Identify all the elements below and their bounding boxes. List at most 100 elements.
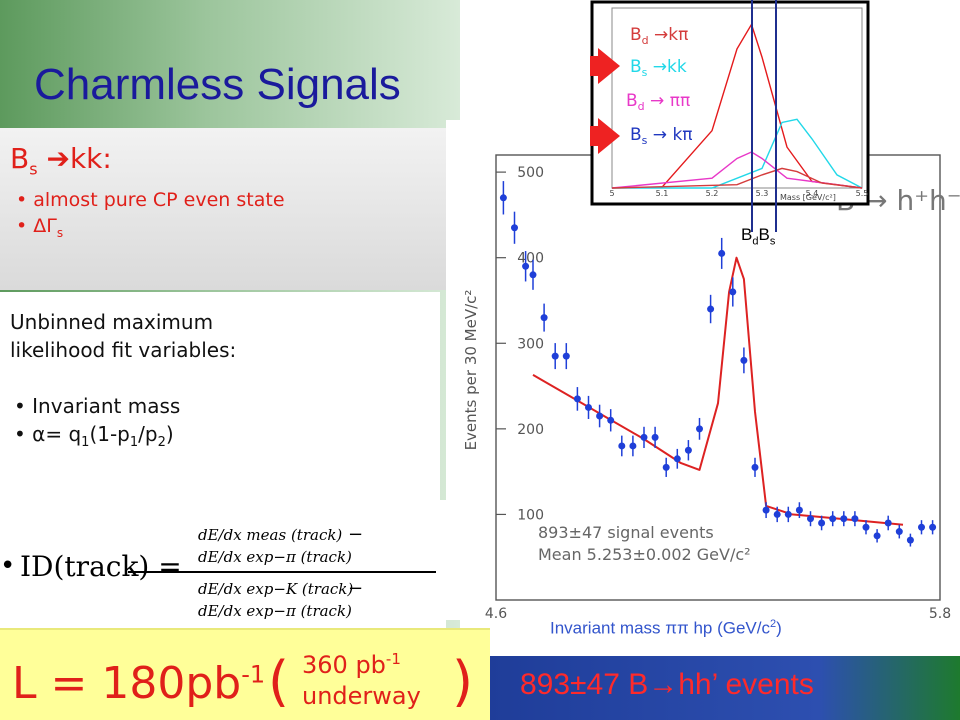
legend-bd-pipi: Bd → ππ <box>626 91 690 113</box>
data-point-19 <box>707 305 715 313</box>
legend-bs-kk: Bs →kk <box>630 57 687 79</box>
y-tick-label-4: 500 <box>517 165 544 181</box>
alpha-sub-2: 1 <box>129 435 139 450</box>
inset-curve-3 <box>611 167 863 189</box>
formula-den-a: dE/dx exp−K (track) <box>198 580 353 598</box>
data-point-15 <box>662 463 670 471</box>
alpha-mid2: /p <box>138 422 158 446</box>
inset-axes <box>611 7 863 189</box>
slide-title: Charmless Signals <box>34 60 401 109</box>
fit-intro-line-2: likelihood fit variables: <box>10 338 237 362</box>
luminosity-planned-text: 360 pb <box>302 651 386 679</box>
plot-annotation-signal: 893±47 signal events <box>538 523 714 542</box>
data-point-12 <box>629 442 637 450</box>
data-point-16 <box>673 455 681 463</box>
x-axis: 4.6 5.8 <box>485 606 951 620</box>
bd-bs-label: BdBs <box>741 225 775 247</box>
data-point-4 <box>540 314 548 322</box>
y-tick-label-3: 400 <box>517 251 544 267</box>
data-point-3 <box>529 271 537 279</box>
data-point-23 <box>751 463 759 471</box>
fit-bullet-alpha: • α= q1(1-p1/p2) <box>14 422 174 450</box>
data-point-2 <box>522 262 530 270</box>
data-point-24 <box>762 506 770 514</box>
alpha-end: ) <box>165 422 174 446</box>
bs-kk-box: Bs ➔kk: • almost pure CP even state • ΔΓ… <box>0 128 446 290</box>
data-point-38 <box>918 523 925 531</box>
formula-bullet: • <box>0 551 15 581</box>
legend-bd-kpi: Bd →kπ <box>630 25 688 47</box>
y-tick-label-1: 200 <box>517 422 544 438</box>
inset-x-tick-3: 5.3 <box>756 189 769 198</box>
bd-label-b: B <box>741 225 753 244</box>
alpha-mid: (1-p <box>89 422 130 446</box>
luminosity-close-paren: ) <box>452 650 474 713</box>
inset-frame <box>590 0 870 206</box>
data-point-20 <box>718 249 726 257</box>
inset-plot: 5 5.1 5.2 5.3 5.4 5.5 Mass [GeV/c²] Bd →kπ Bs… <box>576 0 870 206</box>
x-axis-caption-text: Invariant mass ππ hp (GeV/c <box>550 618 770 638</box>
bs-bullet-dgamma-text: ΔΓ <box>33 214 57 237</box>
luminosity-open-paren: ( <box>268 650 290 713</box>
bs-bullet-cp: • almost pure CP even state <box>16 188 285 211</box>
luminosity-planned: 360 pb-1 <box>302 650 401 679</box>
data-point-10 <box>607 416 615 424</box>
data-point-17 <box>684 446 692 454</box>
inset-x-tick-1: 5.1 <box>656 189 669 198</box>
data-point-35 <box>884 519 892 527</box>
bs-bullet-cp-text: almost pure CP even state <box>33 188 285 211</box>
luminosity-main: L = 180pb-1 <box>12 658 265 709</box>
bd-bs-markers <box>751 0 777 232</box>
data-point-29 <box>818 519 826 527</box>
legend-bs-kpi: Bs → kπ <box>630 125 693 147</box>
inset-x-tick-0: 5 <box>609 189 614 198</box>
alpha-lead: α= q <box>32 422 82 446</box>
data-point-39 <box>929 523 937 531</box>
fit-variables-box: Unbinned maximum likelihood fit variable… <box>0 292 440 500</box>
data-point-7 <box>573 395 581 403</box>
data-point-27 <box>795 506 803 514</box>
inset-x-label: Mass [GeV/c²] <box>780 193 836 202</box>
data-point-8 <box>585 403 592 411</box>
data-point-34 <box>873 532 881 540</box>
bs-bullet-dgamma-sub: s <box>56 225 64 240</box>
arrow-icon: ➔ <box>46 142 70 175</box>
data-point-32 <box>851 515 859 523</box>
bs-label-b: B <box>758 225 770 244</box>
plot-annotation-mean: Mean 5.253±0.002 GeV/c² <box>538 545 751 564</box>
data-point-31 <box>840 515 848 523</box>
inset-x-tick-4: 5.4 <box>806 189 819 198</box>
fit-spacer <box>10 364 440 392</box>
luminosity-main-text: L = 180pb <box>12 658 242 709</box>
pid-formula: • ID(track) = dE/dx meas (track) − dE/dx… <box>0 524 436 620</box>
bs-heading-sub: s <box>29 159 38 179</box>
inset-x-tick-5: 5.5 <box>856 189 869 198</box>
formula-lhs: ID(track) = <box>20 550 182 583</box>
formula-minus-top: − <box>348 524 363 545</box>
luminosity-underway: underway <box>302 682 421 710</box>
bs-kk-heading: Bs ➔kk: <box>10 142 446 187</box>
y-tick-label-0: 100 <box>517 507 544 523</box>
luminosity-box: L = 180pb-1 ( 360 pb-1 underway ) <box>0 628 490 720</box>
fit-intro-line-1: Unbinned maximum <box>10 310 214 334</box>
y-axis: 100 200 300 400 500 <box>496 165 544 523</box>
data-point-9 <box>596 412 604 420</box>
data-point-22 <box>740 356 748 364</box>
data-point-30 <box>829 515 837 523</box>
x-axis-caption-sup: 2 <box>769 618 777 630</box>
data-point-5 <box>551 352 559 360</box>
data-point-1 <box>511 224 518 232</box>
bd-label-sub: d <box>752 235 759 248</box>
inset-x-tick-2: 5.2 <box>706 189 719 198</box>
inset-x-axis: 5 5.1 5.2 5.3 5.4 5.5 <box>609 189 868 198</box>
luminosity-planned-sup: -1 <box>385 650 401 668</box>
data-point-11 <box>618 442 626 450</box>
data-point-0 <box>499 194 507 202</box>
data-point-36 <box>895 528 903 536</box>
data-point-21 <box>729 288 737 296</box>
data-point-37 <box>906 536 914 544</box>
alpha-sub-3: 2 <box>157 435 166 450</box>
data-point-14 <box>651 433 659 441</box>
events-banner: 893±47 B→hh’ events <box>490 656 960 720</box>
y-axis-label: Events per 30 MeV/c² <box>462 290 480 451</box>
